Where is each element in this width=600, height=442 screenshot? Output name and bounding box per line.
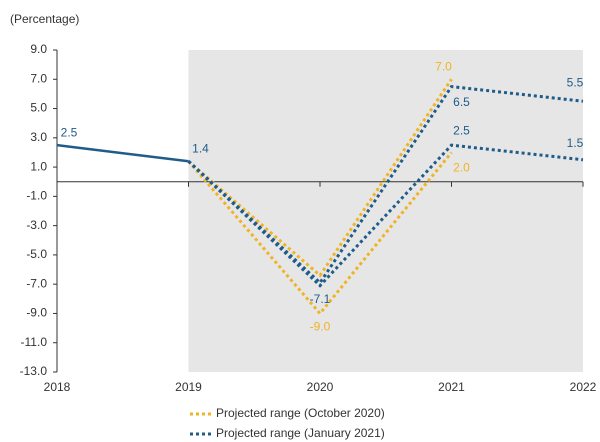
x-tick-label: 2019 [175, 380, 202, 394]
y-axis-label: (Percentage) [10, 12, 79, 26]
x-tick-label: 2020 [307, 380, 334, 394]
projection-line [187, 84, 584, 286]
projection-line [187, 151, 453, 316]
value-label: -7.1 [310, 292, 331, 306]
value-label: 2.5 [453, 123, 470, 137]
projection-shading [188, 50, 583, 372]
history-line [56, 143, 189, 163]
value-label: -9.0 [310, 320, 331, 334]
value-label: 2.0 [453, 161, 470, 175]
y-tick-label: 3.0 [30, 130, 47, 144]
legend-label: Projected range (October 2020) [216, 406, 385, 420]
y-tick-label: -5.0 [26, 247, 47, 261]
value-label: 2.5 [61, 125, 78, 139]
x-tick-label: 2021 [438, 380, 465, 394]
y-tick-label: 1.0 [30, 159, 47, 173]
y-tick-label: 7.0 [30, 71, 47, 85]
y-tick-label: -9.0 [26, 306, 47, 320]
y-tick-label: -7.0 [26, 276, 47, 290]
value-label: 1.4 [192, 141, 209, 155]
value-label: 6.5 [453, 95, 470, 109]
y-tick-label: -3.0 [26, 218, 47, 232]
value-label: 7.0 [435, 59, 452, 73]
legend-label: Projected range (January 2021) [216, 426, 385, 440]
value-label: 5.5 [567, 75, 584, 89]
projection-line [187, 78, 453, 278]
y-tick-label: -11.0 [21, 335, 48, 349]
x-tick-label: 2022 [570, 380, 597, 394]
x-tick-label: 2018 [44, 380, 71, 394]
projection-line [187, 143, 584, 288]
y-tick-label: 5.0 [30, 101, 47, 115]
y-tick-label: -1.0 [26, 189, 47, 203]
y-tick-label: 9.0 [30, 42, 47, 56]
y-tick-label: -13.0 [20, 364, 48, 378]
value-label: 1.5 [567, 136, 584, 150]
